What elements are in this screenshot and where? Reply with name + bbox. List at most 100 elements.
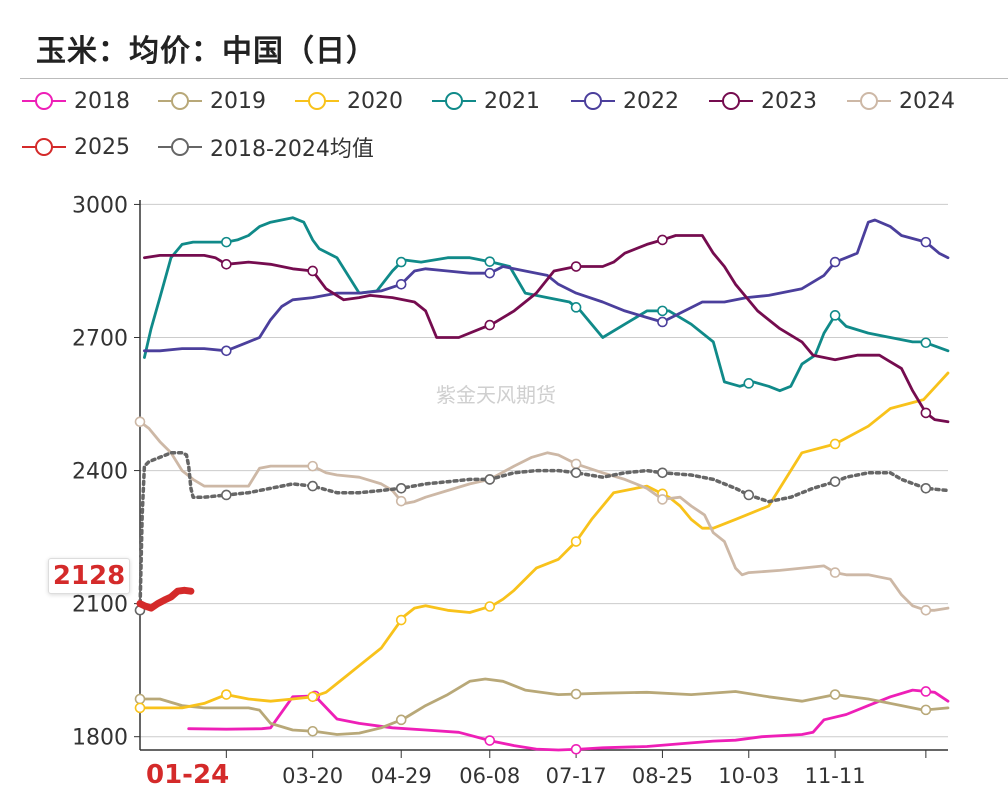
series-marker-2024 xyxy=(829,567,841,578)
legend-item-2020[interactable]: 2020 xyxy=(295,86,403,116)
x-tick-label: 07-17 xyxy=(546,764,607,788)
series-marker-2021 xyxy=(743,378,755,389)
chart-title: 玉米：均价：中国（日） xyxy=(36,34,377,69)
series-marker-avg xyxy=(657,467,668,479)
series-marker-2022 xyxy=(484,267,496,279)
series-line-2020 xyxy=(138,371,950,710)
series-marker-2019 xyxy=(920,704,932,716)
series-marker-2023 xyxy=(307,265,318,277)
legend-item-2018[interactable]: 2018 xyxy=(22,86,130,116)
series-marker-2018 xyxy=(570,743,582,755)
x-tick-label: 06-08 xyxy=(459,764,520,788)
x-tick-label: 08-25 xyxy=(632,764,693,788)
series-marker-2022 xyxy=(920,236,932,248)
legend-item-2025[interactable]: 2025 xyxy=(22,132,130,162)
y-tick-label: 3000 xyxy=(72,193,128,218)
series-marker-2021 xyxy=(829,310,841,321)
y-tick-label: 2700 xyxy=(72,327,128,352)
title-divider xyxy=(20,78,1008,79)
series-marker-2021 xyxy=(920,337,932,349)
legend-swatch-icon xyxy=(571,92,615,110)
series-marker-2021 xyxy=(570,302,582,313)
legend-item-avg[interactable]: 2018-2024均值 xyxy=(158,132,374,162)
series-marker-2023 xyxy=(920,407,932,419)
legend-label: 2020 xyxy=(347,88,403,114)
legend-label: 2022 xyxy=(623,88,679,114)
series-marker-avg xyxy=(920,483,932,494)
current-date-label: 01-24 xyxy=(146,760,230,790)
series-marker-2019 xyxy=(829,689,841,700)
series-marker-2020 xyxy=(829,438,841,450)
series-marker-2022 xyxy=(657,316,668,328)
series-line-avg xyxy=(138,451,950,613)
legend-label: 2019 xyxy=(210,88,266,114)
series-marker-2019 xyxy=(395,714,407,726)
series-marker-2019 xyxy=(570,688,582,700)
current-value-badge: 2128 xyxy=(48,558,130,594)
legend-swatch-icon xyxy=(709,92,753,110)
legend-label: 2023 xyxy=(761,88,817,114)
x-tick-label: 03-20 xyxy=(282,764,343,788)
series-marker-2021 xyxy=(484,256,496,267)
series-line-2025 xyxy=(136,586,195,612)
series-line-2024 xyxy=(138,420,950,612)
series-marker-2019 xyxy=(307,725,318,737)
line-chart: 1800 2100 2400 2700 3000 03-20 04-29 06-08 07-17… xyxy=(72,193,950,788)
series-marker-avg xyxy=(743,489,755,501)
y-tick-label: 1800 xyxy=(72,726,128,751)
series-marker-2024 xyxy=(570,458,582,470)
y-tick-label: 2100 xyxy=(72,593,128,618)
series-marker-2020 xyxy=(221,689,232,700)
series-marker-avg xyxy=(829,476,841,487)
series-marker-2024 xyxy=(920,604,932,616)
legend-swatch-icon xyxy=(22,138,66,156)
series-line-2019 xyxy=(138,677,950,736)
series-marker-2020 xyxy=(570,536,582,547)
x-tick-label: 04-29 xyxy=(371,764,432,788)
series-marker-avg xyxy=(395,483,407,494)
legend-item-2023[interactable]: 2023 xyxy=(709,86,817,116)
legend-swatch-icon xyxy=(295,92,339,110)
series-marker-2024 xyxy=(657,494,668,505)
legend-label: 2018-2024均值 xyxy=(210,137,374,162)
series-marker-avg xyxy=(307,480,318,492)
legend-label: 2024 xyxy=(899,88,955,114)
series-line-2022 xyxy=(142,218,950,353)
series-marker-2018 xyxy=(920,686,932,697)
legend-label: 2021 xyxy=(484,88,540,114)
series-marker-avg xyxy=(570,467,582,479)
series-marker-2020 xyxy=(307,691,318,703)
legend-item-2019[interactable]: 2019 xyxy=(158,86,266,116)
series-marker-2024 xyxy=(395,495,407,507)
series-marker-2021 xyxy=(657,305,668,317)
legend-item-2024[interactable]: 2024 xyxy=(847,86,955,116)
series-marker-2022 xyxy=(221,345,232,357)
series-marker-avg xyxy=(484,474,496,485)
legend-swatch-icon xyxy=(158,138,202,156)
legend-swatch-icon xyxy=(22,92,66,110)
legend-item-2022[interactable]: 2022 xyxy=(571,86,679,116)
legend-swatch-icon xyxy=(847,92,891,110)
legend-swatch-icon xyxy=(158,92,202,110)
series-marker-2020 xyxy=(395,614,407,626)
legend-item-2021[interactable]: 2021 xyxy=(432,86,540,116)
series-marker-2023 xyxy=(570,261,582,272)
series-line-2023 xyxy=(142,234,950,424)
series-marker-2024 xyxy=(134,416,146,428)
series-marker-2021 xyxy=(221,236,232,248)
series-marker-2020 xyxy=(484,601,496,612)
series-line-2021 xyxy=(142,216,950,393)
legend-label: 2025 xyxy=(74,134,130,160)
series-marker-2019 xyxy=(134,693,146,705)
series-marker-2023 xyxy=(221,259,232,270)
y-tick-label: 2400 xyxy=(72,460,128,485)
series-marker-2018 xyxy=(484,735,496,746)
legend-label: 2018 xyxy=(74,88,130,114)
legend-swatch-icon xyxy=(432,92,476,110)
series-marker-2022 xyxy=(395,278,407,290)
series-marker-2023 xyxy=(484,319,496,331)
series-marker-avg xyxy=(221,489,232,501)
watermark: 紫金天风期货 xyxy=(436,383,556,407)
series-marker-2020 xyxy=(134,702,146,714)
series-marker-2021 xyxy=(395,256,407,268)
